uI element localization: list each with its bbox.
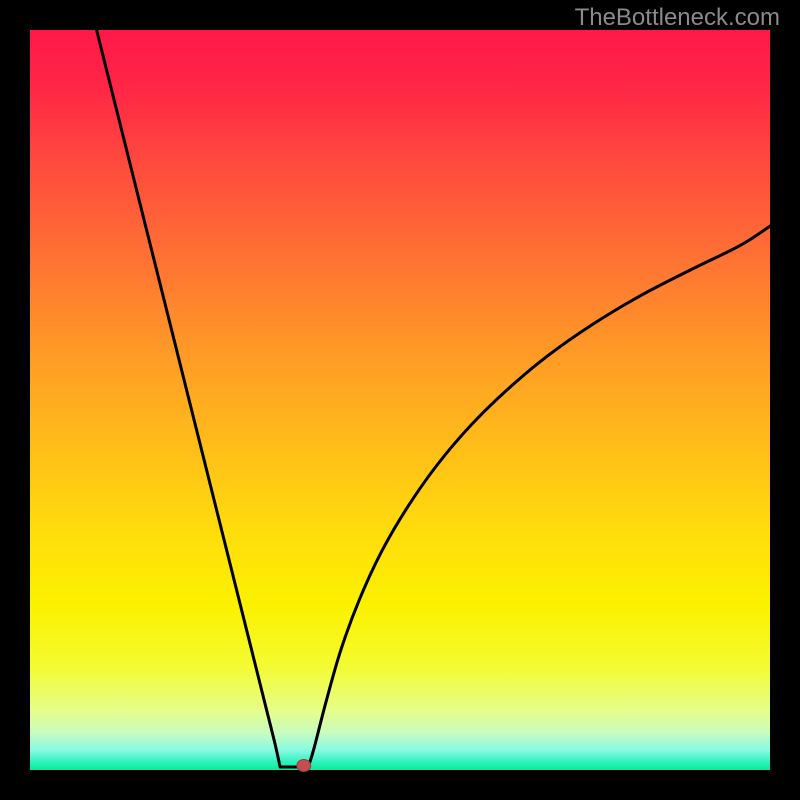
chart-frame: TheBottleneck.com	[0, 0, 800, 800]
optimum-marker	[297, 760, 311, 772]
gradient-background	[30, 30, 770, 770]
bottleneck-chart	[0, 0, 800, 800]
